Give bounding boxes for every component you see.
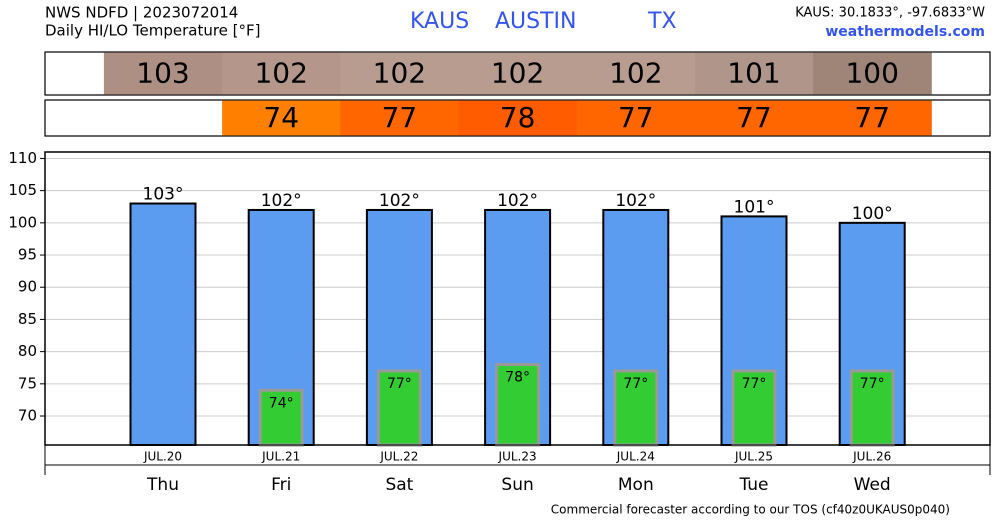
- x-tick-label: Wed: [854, 475, 891, 495]
- strip-cell: [576, 52, 696, 95]
- city: AUSTIN: [495, 9, 577, 34]
- strip-label: 77: [854, 101, 890, 134]
- y-tick-label: 105: [8, 181, 37, 199]
- lo-bar: [613, 369, 659, 447]
- y-tick-label: 95: [18, 246, 37, 264]
- strip-cell: [694, 100, 814, 136]
- y-tick-label: 75: [18, 374, 37, 392]
- strip-cell: [458, 100, 578, 136]
- lo-value-label: 78°: [505, 370, 530, 386]
- date-box: [44, 444, 991, 466]
- y-tick-label: 85: [18, 310, 37, 328]
- strip-label: 78: [500, 101, 536, 134]
- x-tick-label: Sun: [501, 475, 533, 495]
- strip-label: 102: [254, 57, 307, 90]
- date-label: JUL.25: [734, 450, 773, 464]
- x-tick-label: Mon: [618, 475, 654, 495]
- hi-value-label: 101°: [734, 197, 775, 217]
- strip-cell: [813, 100, 932, 136]
- lo-value-label: 77°: [860, 376, 885, 392]
- y-tick-label: 90: [18, 278, 37, 296]
- strip-label: 77: [618, 101, 654, 134]
- hi-value-label: 103°: [143, 185, 184, 205]
- hi-value-label: 102°: [615, 191, 656, 211]
- state: TX: [647, 9, 677, 34]
- y-tick-label: 100: [8, 213, 37, 231]
- site: weathermodels.com: [825, 24, 985, 40]
- strip-label: 102: [373, 57, 426, 90]
- strip-cell: [222, 100, 341, 136]
- hi-value-label: 100°: [852, 204, 893, 224]
- date-label: JUL.24: [616, 450, 655, 464]
- location: KAUS: 30.1833°, -97.6833°W: [795, 6, 985, 21]
- strip-cell: [694, 52, 814, 95]
- strip-label: 103: [136, 57, 189, 90]
- lo-bar: [258, 388, 304, 447]
- strip-cell: [340, 100, 459, 136]
- y-tick-label: 110: [8, 149, 37, 167]
- hi-value-label: 102°: [497, 191, 538, 211]
- strip-label: 77: [382, 101, 418, 134]
- lo-value-label: 74°: [269, 395, 294, 411]
- strip-cell: [340, 52, 459, 95]
- x-tick-label: Tue: [738, 475, 768, 495]
- strip-label: 102: [609, 57, 662, 90]
- x-tick-label: Thu: [146, 475, 179, 495]
- hi-value-label: 102°: [379, 191, 420, 211]
- hi-bar: [129, 202, 197, 446]
- strip-cell: [813, 52, 932, 95]
- strip-cell: [458, 52, 578, 95]
- strip-label: 77: [736, 101, 772, 134]
- date-label: JUL.26: [852, 450, 891, 464]
- strip-cell: [576, 100, 696, 136]
- strip-label: 74: [263, 101, 299, 134]
- y-tick-label: 80: [18, 342, 37, 360]
- strip-label: 102: [491, 57, 544, 90]
- y-tick-label: 70: [18, 407, 37, 425]
- lo-value-label: 77°: [387, 376, 412, 392]
- hi-value-label: 102°: [261, 191, 302, 211]
- x-tick-label: Fri: [271, 475, 291, 495]
- date-label: JUL.21: [261, 450, 300, 464]
- footer: Commercial forecaster according to our T…: [551, 503, 950, 517]
- lo-bar: [849, 369, 895, 447]
- chart-subtitle: Daily HI/LO Temperature [°F]: [45, 22, 261, 40]
- date-label: JUL.23: [498, 450, 537, 464]
- date-label: JUL.20: [143, 450, 182, 464]
- chart-title: NWS NDFD | 2023072014: [45, 4, 238, 22]
- date-label: JUL.22: [379, 450, 418, 464]
- strip-cell: [222, 52, 341, 95]
- strip-label: 101: [727, 57, 780, 90]
- lo-bar: [731, 369, 777, 447]
- strip-cell: [103, 52, 223, 95]
- strip-label: 100: [845, 57, 898, 90]
- station: KAUS: [410, 9, 469, 34]
- lo-value-label: 77°: [623, 376, 648, 392]
- x-tick-label: Sat: [385, 475, 413, 495]
- lo-value-label: 77°: [742, 376, 767, 392]
